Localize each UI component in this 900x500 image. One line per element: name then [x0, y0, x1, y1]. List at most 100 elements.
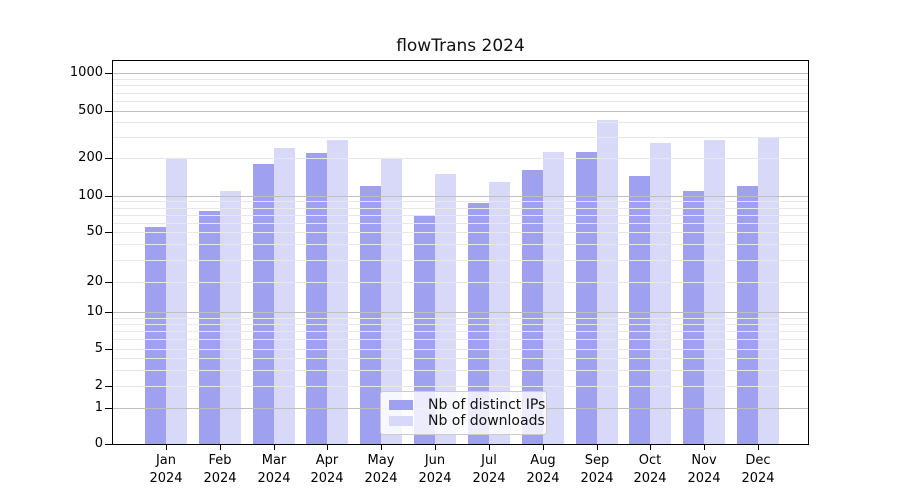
- bar-distinct-ips: [737, 186, 758, 445]
- bar-distinct-ips: [414, 215, 435, 445]
- gridline: [113, 196, 808, 197]
- gridline: [113, 208, 808, 209]
- bar-distinct-ips: [145, 227, 166, 445]
- x-tick-mark: [704, 445, 706, 450]
- y-tick-label: 500: [78, 103, 103, 118]
- legend: Nb of distinct IPs Nb of downloads: [380, 391, 547, 435]
- bar-downloads: [758, 138, 779, 445]
- legend-row-downloads: Nb of downloads: [389, 413, 545, 429]
- gridline: [113, 339, 808, 340]
- gridline: [113, 93, 808, 94]
- bar-downloads: [435, 174, 456, 445]
- legend-label-distinct-ips: Nb of distinct IPs: [428, 397, 546, 413]
- x-tick-label: Sep 2024: [580, 453, 614, 486]
- y-tick-label: 200: [78, 150, 103, 165]
- x-tick-label: Jun 2024: [418, 453, 452, 486]
- y-tick-label: 100: [78, 188, 103, 203]
- gridline: [113, 386, 808, 387]
- x-tick-mark: [435, 445, 437, 450]
- x-tick-mark: [758, 445, 760, 450]
- x-tick-label: Jan 2024: [149, 453, 183, 486]
- y-tick-mark: [105, 282, 112, 284]
- y-tick-label: 2: [94, 378, 103, 393]
- x-tick-label: May 2024: [364, 453, 398, 486]
- gridline: [113, 312, 808, 313]
- y-tick-label: 5: [94, 341, 103, 356]
- gridline: [113, 244, 808, 245]
- x-tick-mark: [543, 445, 545, 450]
- y-tick-mark: [105, 111, 112, 113]
- gridline: [113, 223, 808, 224]
- gridline: [113, 85, 808, 86]
- bar-distinct-ips: [576, 152, 597, 445]
- bar-downloads: [650, 143, 671, 445]
- bar-distinct-ips: [306, 153, 327, 445]
- y-tick-mark: [105, 312, 112, 314]
- bar-distinct-ips: [360, 186, 381, 445]
- x-tick-mark: [597, 445, 599, 450]
- y-tick-label: 1: [94, 400, 103, 415]
- y-tick-label: 20: [86, 274, 103, 289]
- y-tick-mark: [105, 158, 112, 160]
- gridline: [113, 79, 808, 80]
- gridline: [113, 137, 808, 138]
- y-tick-label: 50: [86, 224, 103, 239]
- x-tick-mark: [220, 445, 222, 450]
- x-tick-label: Apr 2024: [310, 453, 344, 486]
- chart-title: flowTrans 2024: [396, 36, 525, 56]
- legend-row-distinct-ips: Nb of distinct IPs: [389, 397, 545, 413]
- gridline: [113, 101, 808, 102]
- gridline: [113, 232, 808, 233]
- bar-distinct-ips: [199, 211, 220, 445]
- y-tick-mark: [105, 196, 112, 198]
- bar-downloads: [166, 158, 187, 445]
- x-tick-label: Dec 2024: [741, 453, 775, 486]
- gridline: [113, 318, 808, 319]
- x-tick-mark: [166, 445, 168, 450]
- gridline: [113, 215, 808, 216]
- y-tick-mark: [105, 386, 112, 388]
- y-tick-label: 1000: [69, 65, 103, 80]
- bar-distinct-ips: [522, 170, 543, 445]
- bar-downloads: [704, 140, 725, 445]
- bar-downloads: [274, 148, 295, 445]
- gridline: [113, 282, 808, 283]
- x-tick-mark: [327, 445, 329, 450]
- x-tick-mark: [650, 445, 652, 450]
- x-tick-label: Nov 2024: [687, 453, 721, 486]
- y-tick-label: 10: [86, 304, 103, 319]
- gridline: [113, 111, 808, 112]
- legend-swatch-downloads: [389, 416, 413, 426]
- bar-downloads: [327, 140, 348, 445]
- y-tick-label: 0: [94, 436, 103, 451]
- gridline: [113, 158, 808, 159]
- gridline: [113, 260, 808, 261]
- y-tick-mark: [105, 349, 112, 351]
- legend-swatch-distinct-ips: [389, 400, 413, 410]
- x-tick-label: Feb 2024: [203, 453, 237, 486]
- bar-downloads: [543, 152, 564, 445]
- gridline: [113, 122, 808, 123]
- x-tick-label: Oct 2024: [633, 453, 667, 486]
- gridline: [113, 73, 808, 74]
- x-tick-label: Mar 2024: [257, 453, 291, 486]
- y-tick-mark: [105, 232, 112, 234]
- y-tick-mark: [105, 73, 112, 75]
- x-tick-mark: [489, 445, 491, 450]
- gridline: [113, 349, 808, 350]
- gridline: [113, 358, 808, 359]
- gridline: [113, 331, 808, 332]
- x-tick-mark: [274, 445, 276, 450]
- bar-downloads: [489, 182, 510, 445]
- bar-distinct-ips: [253, 164, 274, 445]
- y-tick-mark: [105, 408, 112, 410]
- gridline: [113, 201, 808, 202]
- bar-distinct-ips: [629, 176, 650, 445]
- gridline: [113, 370, 808, 371]
- bar-downloads: [381, 158, 402, 445]
- legend-label-downloads: Nb of downloads: [428, 413, 545, 429]
- x-tick-mark: [381, 445, 383, 450]
- gridline: [113, 324, 808, 325]
- x-tick-label: Jul 2024: [472, 453, 506, 486]
